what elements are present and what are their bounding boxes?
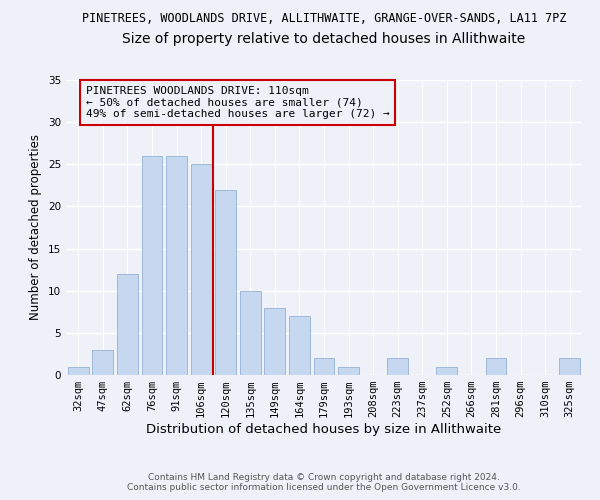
Bar — [142, 156, 163, 375]
Text: Size of property relative to detached houses in Allithwaite: Size of property relative to detached ho… — [122, 32, 526, 46]
Bar — [117, 274, 138, 375]
Text: PINETREES, WOODLANDS DRIVE, ALLITHWAITE, GRANGE-OVER-SANDS, LA11 7PZ: PINETREES, WOODLANDS DRIVE, ALLITHWAITE,… — [82, 12, 566, 26]
Bar — [265, 308, 286, 375]
Bar — [191, 164, 212, 375]
Bar — [240, 290, 261, 375]
Bar — [387, 358, 408, 375]
Bar — [68, 366, 89, 375]
Y-axis label: Number of detached properties: Number of detached properties — [29, 134, 43, 320]
Text: PINETREES WOODLANDS DRIVE: 110sqm
← 50% of detached houses are smaller (74)
49% : PINETREES WOODLANDS DRIVE: 110sqm ← 50% … — [86, 86, 389, 119]
Bar — [485, 358, 506, 375]
Text: Contains HM Land Registry data © Crown copyright and database right 2024.
Contai: Contains HM Land Registry data © Crown c… — [127, 473, 521, 492]
Bar — [436, 366, 457, 375]
Bar — [314, 358, 334, 375]
Bar — [92, 350, 113, 375]
Bar — [166, 156, 187, 375]
Bar — [289, 316, 310, 375]
Bar — [338, 366, 359, 375]
Bar — [215, 190, 236, 375]
X-axis label: Distribution of detached houses by size in Allithwaite: Distribution of detached houses by size … — [146, 423, 502, 436]
Bar — [559, 358, 580, 375]
